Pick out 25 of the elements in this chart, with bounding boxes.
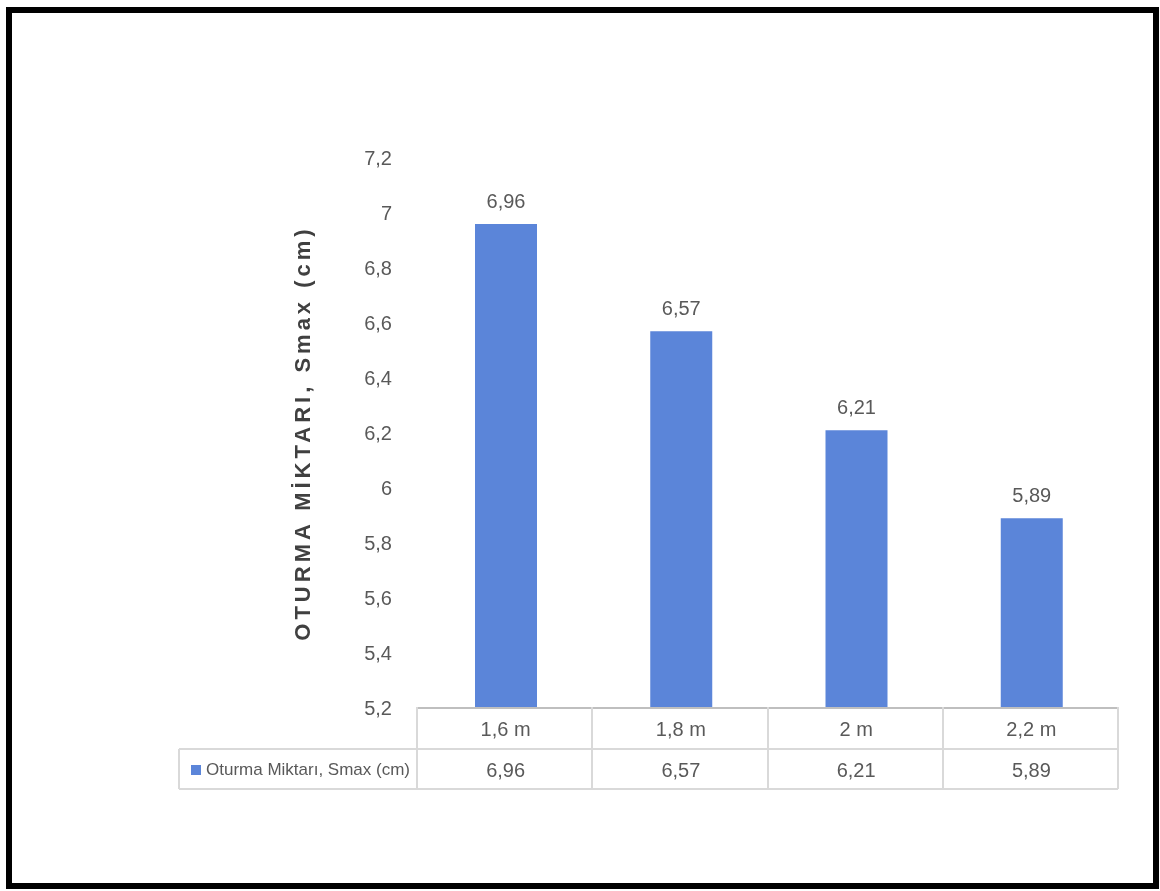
text: 6,21 bbox=[837, 396, 876, 419]
data-label: 5,89 bbox=[1010, 757, 1052, 783]
y-tick-label: 6,2 bbox=[364, 422, 392, 445]
text: 6,57 bbox=[661, 297, 701, 320]
x-tick-label: 1,6 m bbox=[480, 718, 531, 741]
data-label: 6,57 bbox=[660, 757, 702, 783]
y-tick-label: 6,8 bbox=[364, 257, 392, 280]
x-tick-label: 1,8 m bbox=[655, 718, 706, 741]
x-tick-label: 2,2 m bbox=[1006, 718, 1057, 741]
text: 5,89 bbox=[1012, 484, 1052, 507]
y-tick-label: 6 bbox=[380, 477, 392, 500]
y-tick-label: 5,8 bbox=[364, 532, 392, 555]
y-tick-label: 6,6 bbox=[364, 312, 392, 335]
y-tick-label: 6,4 bbox=[364, 367, 392, 390]
data-label: 6,21 bbox=[835, 757, 877, 783]
data-label: 6,96 bbox=[485, 757, 527, 783]
y-tick-label: 7,2 bbox=[364, 147, 392, 170]
y-tick-label: 5,4 bbox=[364, 642, 392, 665]
y-tick-label: 5,2 bbox=[364, 697, 392, 720]
y-tick-label: 5,6 bbox=[364, 587, 392, 610]
y-tick-label: 7 bbox=[380, 202, 392, 225]
y-axis-title: OTURMA MİKTARI, Smax (cm) bbox=[289, 225, 315, 641]
text: 6,96 bbox=[486, 190, 526, 212]
x-tick-label: 2 m bbox=[839, 718, 873, 741]
legend-label: Oturma Miktarı, Smax (cm) bbox=[205, 760, 410, 780]
